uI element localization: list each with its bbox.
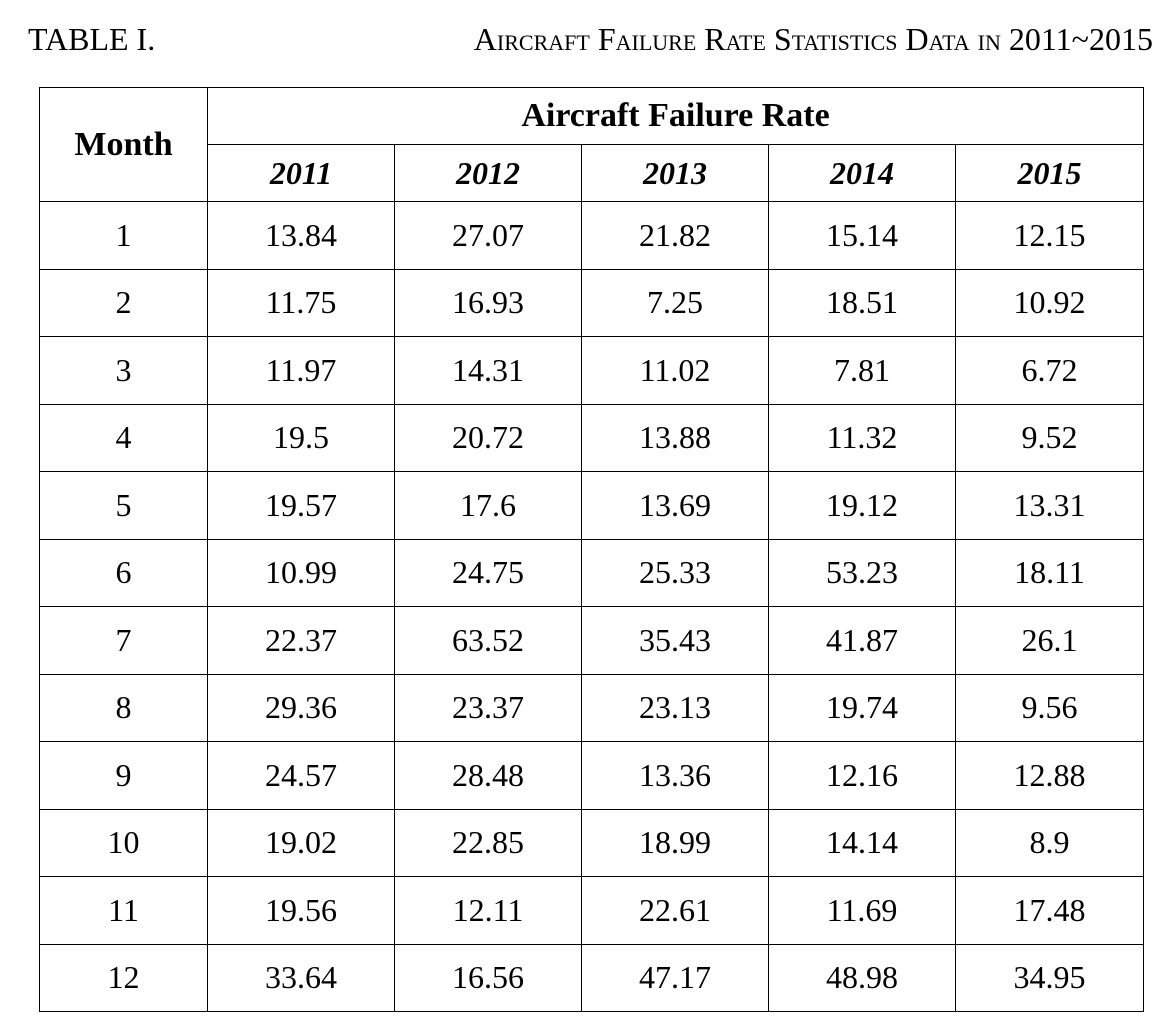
month-cell: 5 [39,471,208,540]
table-row: 2 11.75 16.93 7.25 18.51 10.92 [39,268,1145,337]
year-header-2011: 2011 [207,144,395,202]
month-cell: 2 [39,268,208,337]
rate-cell-2011: 33.64 [207,943,395,1012]
table-row: 4 19.5 20.72 13.88 11.32 9.52 [39,403,1145,472]
rate-cell-2013: 13.69 [581,471,769,540]
rate-cell-2013: 11.02 [581,336,769,405]
rate-cell-2013: 18.99 [581,808,769,877]
rate-cell-2014: 19.12 [768,471,956,540]
rate-cell-2013: 7.25 [581,268,769,337]
month-cell: 11 [39,876,208,945]
rate-cell-2015: 10.92 [954,268,1145,337]
rate-cell-2014: 53.23 [768,538,956,607]
rate-cell-2015: 12.15 [954,201,1145,270]
rate-cell-2014: 11.69 [768,876,956,945]
month-cell: 4 [39,403,208,472]
rate-cell-2013: 13.88 [581,403,769,472]
rate-cell-2014: 41.87 [768,606,956,675]
month-cell: 12 [39,943,208,1012]
rate-cell-2015: 9.56 [954,673,1145,742]
rate-cell-2012: 20.72 [394,403,582,472]
table-row: 10 19.02 22.85 18.99 14.14 8.9 [39,808,1145,877]
rate-cell-2012: 17.6 [394,471,582,540]
rate-cell-2013: 22.61 [581,876,769,945]
rate-cell-2015: 8.9 [954,808,1145,877]
month-cell: 1 [39,201,208,270]
rate-cell-2011: 11.75 [207,268,395,337]
rate-cell-2013: 13.36 [581,741,769,810]
rate-cell-2014: 18.51 [768,268,956,337]
month-cell: 6 [39,538,208,607]
rate-cell-2015: 26.1 [954,606,1145,675]
rate-cell-2013: 23.13 [581,673,769,742]
year-header-2014: 2014 [768,144,956,202]
year-header-2015: 2015 [954,144,1145,202]
month-cell: 10 [39,808,208,877]
rate-cell-2015: 9.52 [954,403,1145,472]
year-header-2012: 2012 [394,144,582,202]
rate-cell-2014: 19.74 [768,673,956,742]
table-row: 1 13.84 27.07 21.82 15.14 12.15 [39,201,1145,270]
table-row: 11 19.56 12.11 22.61 11.69 17.48 [39,876,1145,945]
rate-cell-2011: 19.5 [207,403,395,472]
rate-cell-2015: 12.88 [954,741,1145,810]
failure-rate-group-header: Aircraft Failure Rate [206,87,1145,145]
caption-title: Aircraft Failure Rate Statistics Data in… [473,21,1153,57]
year-header-2013: 2013 [581,144,769,202]
table-caption: TABLE I. Aircraft Failure Rate Statistic… [28,16,1153,62]
rate-cell-2012: 27.07 [394,201,582,270]
rate-cell-2015: 17.48 [954,876,1145,945]
rate-cell-2011: 19.56 [207,876,395,945]
rate-cell-2012: 12.11 [394,876,582,945]
rate-cell-2014: 48.98 [768,943,956,1012]
rate-cell-2011: 22.37 [207,606,395,675]
rate-cell-2012: 14.31 [394,336,582,405]
table-row: 8 29.36 23.37 23.13 19.74 9.56 [39,673,1145,742]
rate-cell-2011: 29.36 [207,673,395,742]
rate-cell-2012: 16.56 [394,943,582,1012]
rate-cell-2011: 24.57 [207,741,395,810]
rate-cell-2013: 21.82 [581,201,769,270]
month-cell: 8 [39,673,208,742]
table-body: 1 13.84 27.07 21.82 15.14 12.15 2 11.75 16.93 7.2… [39,201,1145,1012]
month-cell: 9 [39,741,208,810]
rate-cell-2014: 11.32 [768,403,956,472]
table-row: 12 33.64 16.56 47.17 48.98 34.95 [39,943,1145,1012]
month-cell: 3 [39,336,208,405]
month-column-header: Month [39,87,208,202]
rate-cell-2015: 6.72 [954,336,1145,405]
rate-cell-2011: 19.02 [207,808,395,877]
rate-cell-2013: 35.43 [581,606,769,675]
month-cell: 7 [39,606,208,675]
rate-cell-2015: 34.95 [954,943,1145,1012]
rate-cell-2015: 18.11 [954,538,1145,607]
rate-cell-2013: 47.17 [581,943,769,1012]
rate-cell-2011: 19.57 [207,471,395,540]
rate-cell-2012: 22.85 [394,808,582,877]
rate-cell-2014: 15.14 [768,201,956,270]
table-row: 5 19.57 17.6 13.69 19.12 13.31 [39,471,1145,540]
rate-cell-2012: 23.37 [394,673,582,742]
rate-cell-2014: 12.16 [768,741,956,810]
table-row: 3 11.97 14.31 11.02 7.81 6.72 [39,336,1145,405]
rate-cell-2012: 16.93 [394,268,582,337]
table-row: 6 10.99 24.75 25.33 53.23 18.11 [39,538,1145,607]
rate-cell-2014: 7.81 [768,336,956,405]
rate-cell-2013: 25.33 [581,538,769,607]
rate-cell-2015: 13.31 [954,471,1145,540]
rate-cell-2012: 24.75 [394,538,582,607]
rate-cell-2012: 63.52 [394,606,582,675]
table-row: 7 22.37 63.52 35.43 41.87 26.1 [39,606,1145,675]
table-row: 9 24.57 28.48 13.36 12.16 12.88 [39,741,1145,810]
rate-cell-2014: 14.14 [768,808,956,877]
rate-cell-2011: 13.84 [207,201,395,270]
caption-label: TABLE I. [28,21,156,57]
rate-cell-2011: 11.97 [207,336,395,405]
failure-rate-table: Month Aircraft Failure Rate 2011 2012 20… [39,87,1145,1012]
rate-cell-2012: 28.48 [394,741,582,810]
rate-cell-2011: 10.99 [207,538,395,607]
